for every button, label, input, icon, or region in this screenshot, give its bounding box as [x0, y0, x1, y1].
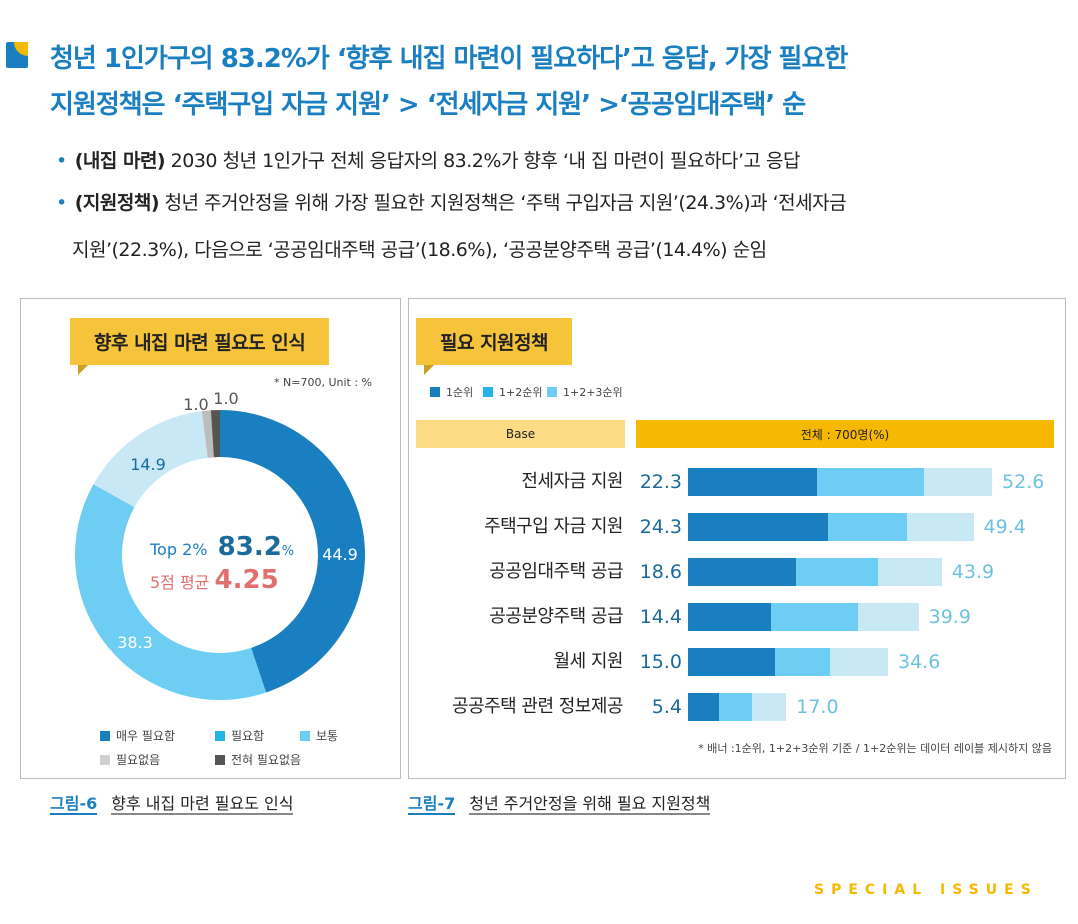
bullet-2: • (지원정책) 청년 주거안정을 위해 가장 필요한 지원정책은 ‘주택 구입자…	[56, 192, 847, 214]
bar-value-1st: 14.4	[639, 606, 682, 628]
donut-chart: 44.9 38.3 14.9 1.0 1.0	[74, 389, 366, 700]
donut-panel	[20, 298, 401, 779]
legend-item: 매우 필요함	[100, 727, 175, 744]
donut-center-avg: 5점 평균 4.25	[150, 565, 279, 595]
footer-label: SPECIAL ISSUES	[814, 882, 1038, 898]
base-header: Base	[416, 420, 625, 448]
bullet-1: • (내집 마련) 2030 청년 1인가구 전체 응답자의 83.2%가 향후 …	[56, 150, 800, 172]
bar-category-label: 주택구입 자금 지원	[484, 516, 623, 537]
legend-item: 1+2순위	[483, 384, 542, 400]
bar-1순위	[688, 468, 817, 496]
bar-value-1st: 18.6	[639, 561, 682, 583]
bar-value-1st: 22.3	[639, 471, 682, 493]
legend-item: 필요함	[215, 727, 264, 744]
bar-value-total: 49.4	[983, 516, 1026, 538]
legend-item: 필요없음	[100, 751, 160, 768]
bar-1순위	[688, 603, 772, 631]
legend-item: 1+2+3순위	[547, 384, 623, 400]
legend-item: 1순위	[430, 384, 473, 400]
bar-1순위	[688, 693, 720, 721]
bar-panel	[408, 298, 1066, 779]
bar-1순위	[688, 513, 829, 541]
donut-label: 1.0	[183, 395, 208, 414]
bar-value-total: 34.6	[897, 651, 941, 673]
donut-label: 1.0	[213, 389, 238, 408]
bar-note: * 배너 :1순위, 1+2+3순위 기준 / 1+2순위는 데이터 레이블 제…	[698, 742, 1052, 755]
legend-item: 전혀 필요없음	[215, 751, 301, 768]
bar-value-total: 17.0	[796, 696, 839, 718]
donut-label: 14.9	[130, 455, 166, 474]
bar-1순위	[688, 648, 775, 676]
donut-slice	[220, 410, 366, 693]
bar-category-label: 월세 지원	[553, 651, 624, 672]
bar-value-1st: 15.0	[639, 651, 682, 673]
bar-value-total: 39.9	[928, 606, 971, 628]
donut-note: * N=700, Unit : %	[274, 376, 372, 389]
bar-value-1st: 24.3	[639, 516, 682, 538]
bar-category-label: 전세자금 지원	[521, 471, 623, 492]
figure-6-caption: 그림-6 향후 내집 마련 필요도 인식	[50, 794, 294, 815]
headline: 청년 1인가구의 83.2%가 ‘향후 내집 마련이 필요하다’고 응답, 가장…	[50, 44, 848, 120]
bar-category-label: 공공임대주택 공급	[489, 561, 623, 582]
donut-center-top2: Top 2% 83.2%	[150, 532, 295, 562]
bar-1순위	[688, 558, 796, 586]
donut-slice	[93, 411, 208, 508]
bar-title: 필요 지원정책	[416, 318, 572, 375]
bar-category-label: 공공분양주택 공급	[489, 606, 623, 627]
donut-title: 향후 내집 마련 필요도 인식	[70, 318, 330, 375]
bar-value-total: 43.9	[951, 561, 995, 583]
donut-slice	[201, 410, 214, 458]
donut-slice	[210, 410, 220, 458]
bar-category-label: 공공주택 관련 정보제공	[451, 696, 624, 717]
section-icon	[6, 42, 28, 68]
donut-label: 44.9	[322, 545, 358, 564]
legend-item: 보통	[300, 727, 338, 744]
bar-value-total: 52.6	[1002, 471, 1045, 493]
figure-7-caption: 그림-7 청년 주거안정을 위해 필요 지원정책	[408, 794, 711, 815]
donut-label: 38.3	[117, 633, 153, 652]
donut-slice	[74, 484, 267, 700]
total-header: 전체 : 700명(%)	[636, 420, 1054, 448]
bullet-2-cont: 지원’(22.3%), 다음으로 ‘공공임대주택 공급’(18.6%), ‘공공…	[72, 239, 767, 261]
bar-value-1st: 5.4	[651, 696, 682, 718]
